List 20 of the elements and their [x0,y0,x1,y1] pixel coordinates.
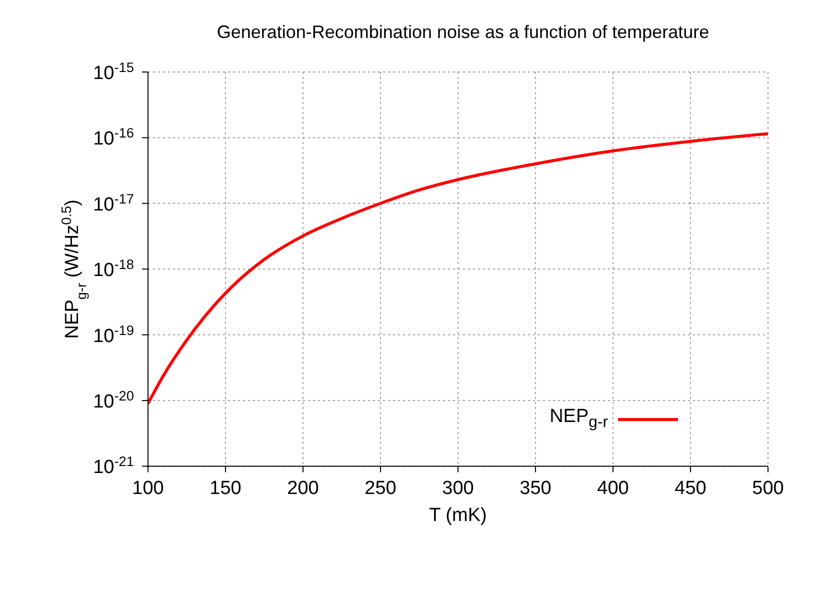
x-tick-label: 450 [674,478,706,500]
x-tick-label: 250 [364,478,396,500]
x-tick-label: 300 [442,478,474,500]
y-tick-label: 10$^{-18}$ [93,256,134,282]
x-tick-label: 100 [132,478,164,500]
y-tick-label: 10$^{-16}$ [93,125,134,150]
x-tick-label: 500 [752,478,784,500]
y-tick-label: 10$^{-15}$ [93,60,134,84]
y-tick-label: 10$^{-20}$ [93,388,134,413]
y-tick-label: 10$^{-21}$ [93,454,134,478]
line-series [148,132,768,406]
x-tick-label: 400 [597,478,629,500]
y-tick-label: 10$^{-19}$ [93,322,134,347]
y-tick-label: 10$^{-17}$ [93,190,134,216]
x-tick-label: 150 [210,478,242,500]
x-axis-title: T (mK) [429,505,487,526]
legend-label: NEP$_{g-r}$ [550,406,608,432]
x-tick-label: 200 [287,478,319,500]
chart-title: Generation-Recombination noise as a function of temperature [216,22,710,44]
x-tick-label: 350 [520,478,552,500]
